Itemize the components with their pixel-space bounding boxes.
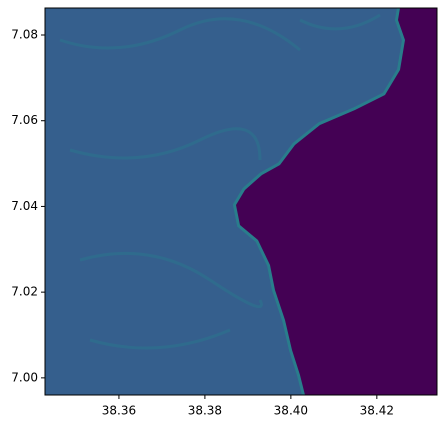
x-tick-label: 38.40	[274, 404, 308, 418]
raster-image	[45, 8, 437, 395]
texture	[59, 13, 381, 350]
y-tick-label: 7.02	[11, 285, 38, 299]
x-tick-label: 38.42	[360, 404, 394, 418]
x-tick-label: 38.36	[102, 404, 136, 418]
y-tick-label: 7.00	[11, 370, 38, 384]
y-tick-label: 7.08	[11, 28, 38, 42]
y-tick-label: 7.04	[11, 199, 38, 213]
water	[236, 8, 437, 395]
y-tick-label: 7.06	[11, 113, 38, 127]
plot-frame	[44, 7, 438, 396]
x-tick-label: 38.38	[188, 404, 222, 418]
